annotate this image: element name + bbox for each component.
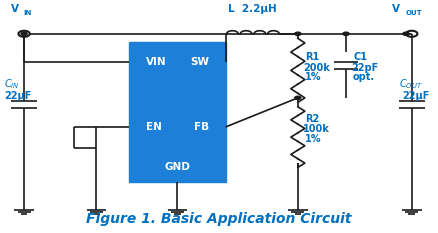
Text: 1%: 1%	[305, 134, 321, 144]
Circle shape	[21, 32, 27, 35]
Circle shape	[295, 32, 301, 35]
Text: opt.: opt.	[353, 72, 375, 82]
Text: 1%: 1%	[305, 72, 321, 82]
Text: R2: R2	[305, 114, 319, 124]
Text: $C_{OUT}$: $C_{OUT}$	[399, 77, 422, 91]
Text: IN: IN	[24, 10, 32, 16]
Circle shape	[343, 32, 349, 35]
Text: FB: FB	[194, 122, 209, 132]
Text: V: V	[392, 4, 400, 14]
Text: C1: C1	[354, 52, 368, 62]
Text: GND: GND	[164, 162, 191, 171]
Text: OUT: OUT	[406, 10, 422, 16]
Text: R1: R1	[305, 52, 319, 62]
Circle shape	[403, 32, 409, 35]
Text: 22pF: 22pF	[352, 63, 379, 72]
Text: Figure 1. Basic Application Circuit: Figure 1. Basic Application Circuit	[86, 212, 352, 226]
Text: 22μF: 22μF	[402, 91, 429, 100]
Text: VIN: VIN	[146, 57, 166, 67]
Circle shape	[295, 96, 301, 99]
Text: 100k: 100k	[303, 124, 330, 134]
Text: EN: EN	[146, 122, 162, 132]
Text: L  2.2μH: L 2.2μH	[228, 4, 276, 14]
Text: V: V	[11, 4, 18, 14]
Text: 22μF: 22μF	[4, 91, 32, 100]
Text: $C_{IN}$: $C_{IN}$	[4, 77, 20, 91]
Text: 200k: 200k	[303, 63, 330, 72]
Text: SW: SW	[190, 57, 209, 67]
Bar	[129, 42, 226, 182]
